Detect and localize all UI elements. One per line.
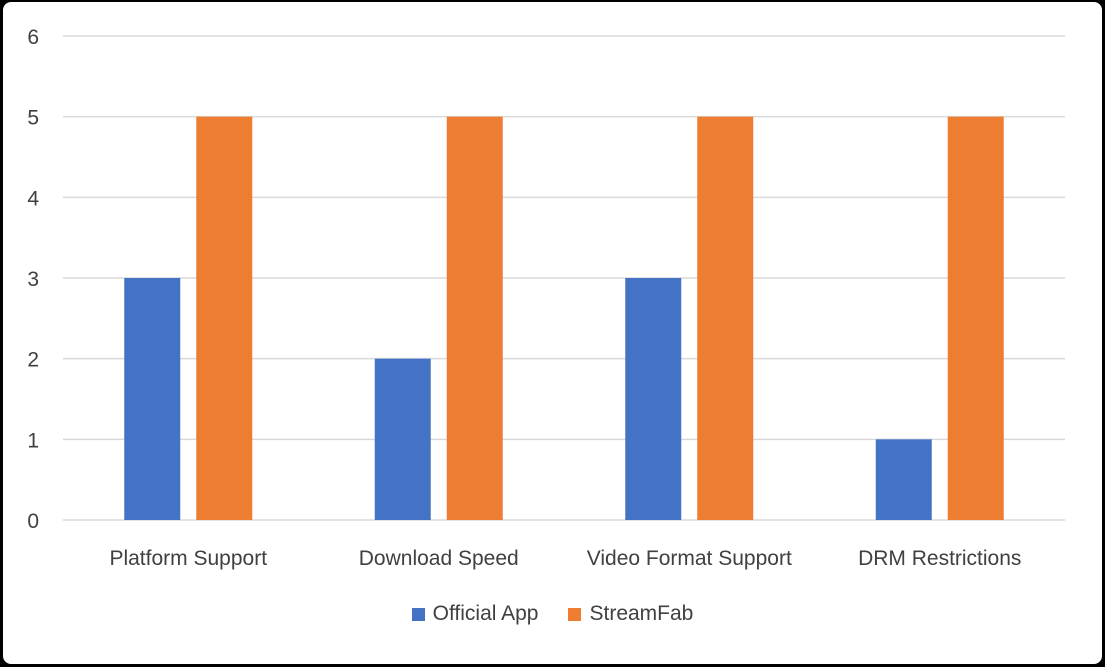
legend-item-streamfab: StreamFab [568, 602, 693, 626]
x-tick-label-3: DRM Restrictions [858, 547, 1021, 570]
x-tick-label-1: Download Speed [359, 547, 519, 570]
bar-chart: 0 1 2 3 4 5 6 Platform Support Download Speed Vid… [27, 26, 1065, 570]
bar-streamfab-3 [947, 116, 1004, 521]
legend-swatch-streamfab [568, 607, 582, 621]
legend-swatch-official-app [411, 607, 425, 621]
chart-container: 0 1 2 3 4 5 6 Platform Support Download Speed Vid… [3, 2, 1102, 664]
legend-label-streamfab: StreamFab [589, 602, 694, 625]
bar-official-app-0 [124, 278, 181, 520]
y-tick-label-5: 5 [27, 107, 39, 130]
legend-item-official-app: Official App [411, 602, 539, 626]
y-tick-label-3: 3 [27, 268, 39, 291]
y-tick-label-0: 0 [27, 510, 39, 533]
x-tick-label-2: Video Format Support [587, 547, 792, 570]
legend: Official App StreamFab [3, 602, 1102, 626]
bar-streamfab-1 [446, 116, 503, 521]
y-tick-label-4: 4 [27, 187, 39, 210]
y-tick-label-2: 2 [27, 349, 39, 372]
y-tick-label-6: 6 [27, 26, 39, 49]
bar-streamfab-0 [196, 116, 253, 521]
bar-streamfab-2 [697, 116, 754, 521]
y-tick-label-1: 1 [27, 429, 39, 452]
x-tick-label-0: Platform Support [109, 547, 267, 570]
legend-label-official-app: Official App [432, 602, 539, 625]
bar-official-app-1 [374, 358, 431, 520]
bar-official-app-3 [875, 439, 932, 520]
bar-official-app-2 [625, 278, 682, 520]
